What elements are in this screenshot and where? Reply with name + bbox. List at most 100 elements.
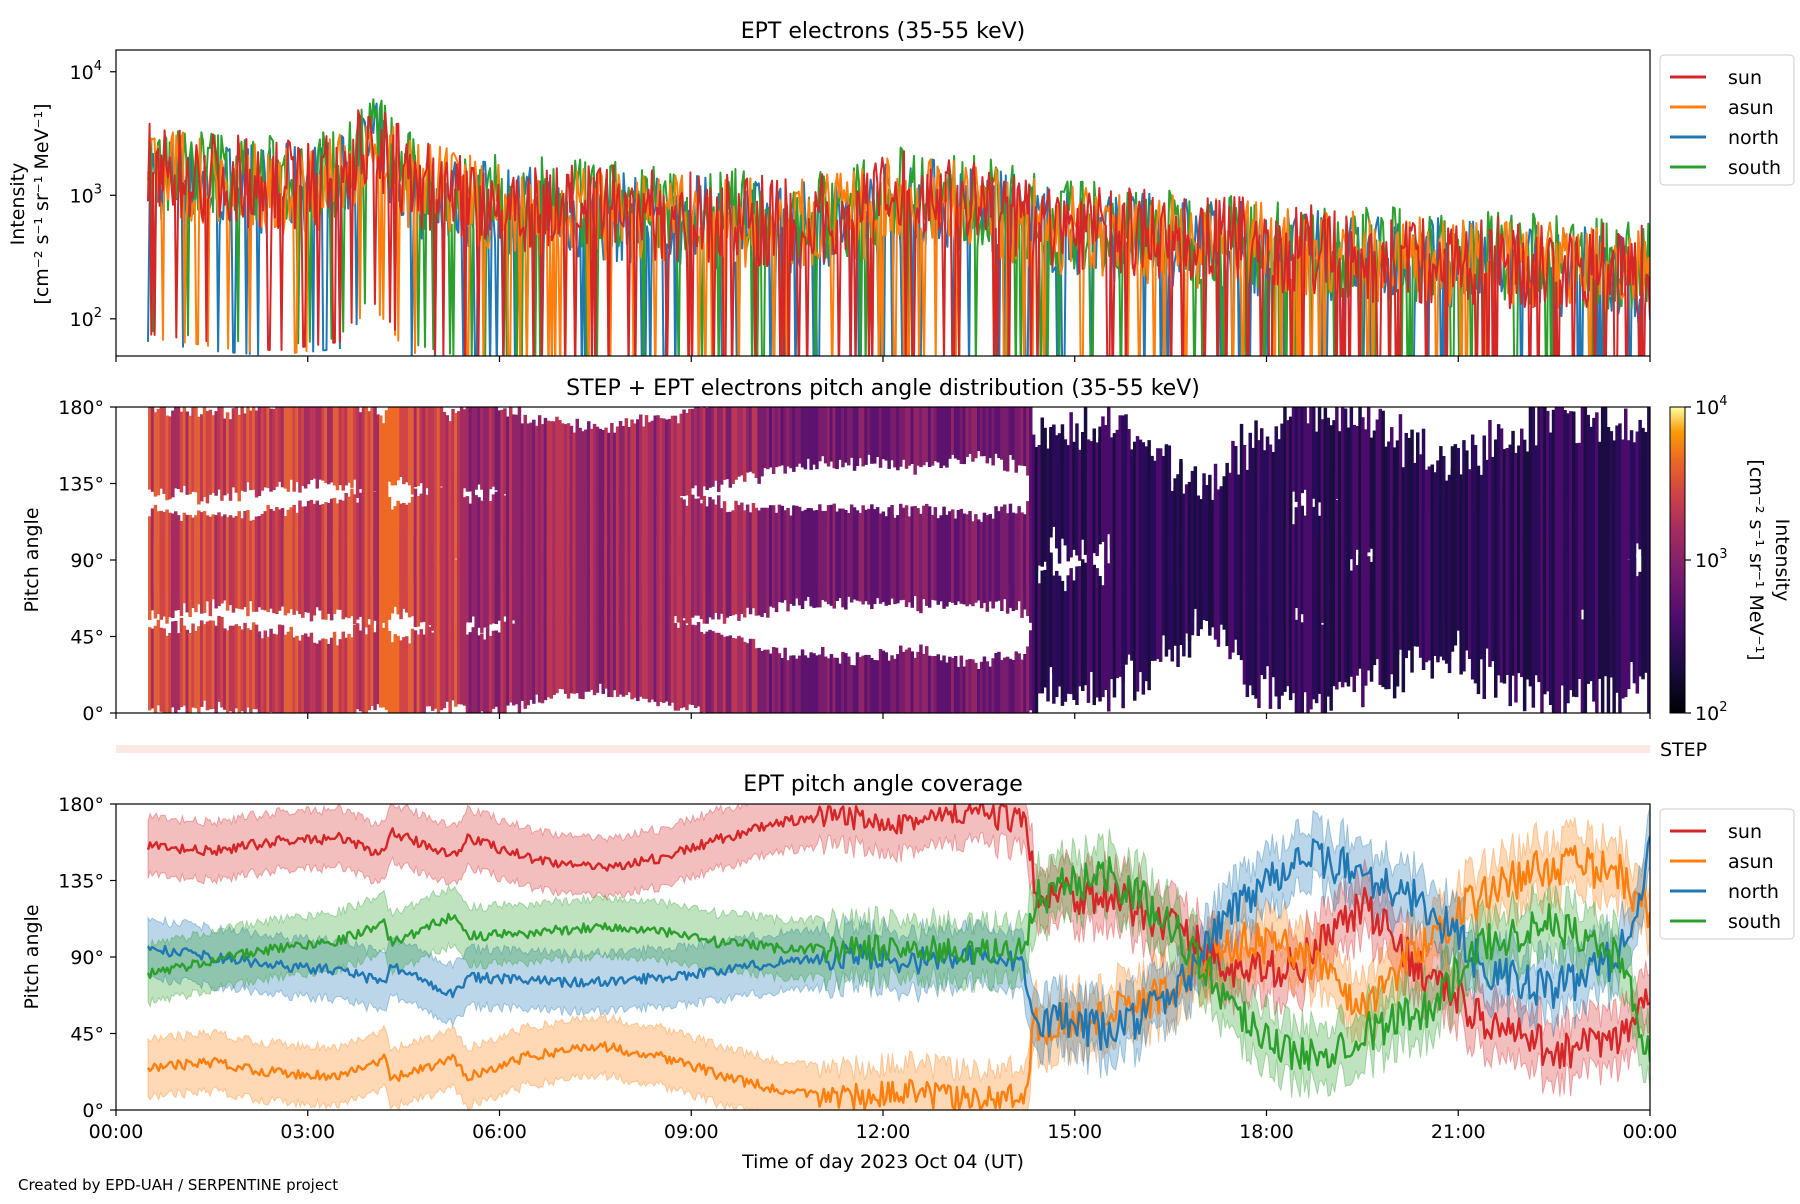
heat-cell <box>402 407 406 485</box>
heat-cell <box>630 547 634 633</box>
heat-cell <box>179 528 184 617</box>
heat-cell <box>445 543 449 635</box>
heat-cell <box>1427 559 1432 661</box>
heat-cell <box>780 505 784 589</box>
heat-cell <box>581 608 585 700</box>
heat-cell <box>936 407 940 463</box>
heat-cell <box>174 526 178 611</box>
heat-cell <box>705 631 709 713</box>
heat-cell <box>1531 407 1536 509</box>
heat-cell <box>922 407 926 466</box>
heat-cell <box>260 407 265 491</box>
heat-cell <box>1147 581 1151 691</box>
heat-cell <box>1023 407 1027 467</box>
heat-cell <box>301 407 305 486</box>
heat-cell <box>1546 410 1550 523</box>
heat-cell <box>459 623 464 705</box>
heat-cell <box>939 407 943 469</box>
heat-cell <box>610 541 614 626</box>
heat-cell <box>1615 590 1619 693</box>
heat-cell <box>670 415 675 499</box>
heat-cell <box>757 510 761 596</box>
heat-cell <box>1641 578 1645 680</box>
heat-cell <box>494 491 499 573</box>
heat-cell <box>520 423 525 510</box>
heat-cell <box>566 423 571 506</box>
heat-cell <box>627 614 631 693</box>
heat-cell <box>1107 407 1111 515</box>
heat-cell <box>615 535 620 625</box>
heat-cell <box>896 654 900 713</box>
heat-cell <box>373 407 377 492</box>
heat-cell <box>624 495 629 576</box>
heat-cell <box>913 407 917 475</box>
heat-cell <box>933 507 938 592</box>
heat-cell <box>1450 468 1455 573</box>
heat-cell <box>266 636 270 713</box>
heat-cell <box>930 656 935 713</box>
heat-cell <box>367 411 371 493</box>
heat-cell <box>555 416 559 501</box>
heat-cell <box>1329 425 1333 522</box>
heat-cell <box>962 407 966 465</box>
heat-cell <box>1589 570 1593 682</box>
heat-cell <box>1520 472 1524 571</box>
heat-cell <box>1572 519 1576 629</box>
heat-cell <box>1413 545 1417 647</box>
heat-cell <box>1104 425 1108 530</box>
heat-cell <box>951 658 955 713</box>
heat-cell <box>777 653 782 713</box>
heat-cell <box>312 503 317 596</box>
heat-cell <box>717 632 721 713</box>
heat-cell <box>607 545 611 628</box>
heat-cell <box>578 612 582 699</box>
heat-cell <box>835 407 839 470</box>
heat-cell <box>1398 541 1403 650</box>
heat-cell <box>260 513 265 595</box>
heat-cell <box>537 415 542 510</box>
heat-cell <box>497 410 501 501</box>
heat-cell <box>1387 441 1391 549</box>
heat-cell <box>358 492 363 574</box>
heat-cell <box>367 624 371 711</box>
heat-cell <box>757 407 761 484</box>
heat-cell <box>913 505 917 592</box>
heat-cell <box>1502 534 1507 649</box>
heat-cell <box>425 494 429 574</box>
heat-cell <box>283 407 288 489</box>
heat-cell <box>390 642 395 713</box>
heat-cell <box>561 423 565 509</box>
heat-cell <box>381 627 386 708</box>
step-strip: STEP <box>116 739 1707 761</box>
heat-cell <box>1577 462 1582 568</box>
heat-cell <box>1294 619 1299 713</box>
heat-cell <box>1317 595 1322 694</box>
heat-cell <box>506 493 510 584</box>
heat-cell <box>381 423 386 500</box>
heat-cell <box>327 407 331 485</box>
heat-cell <box>436 626 441 713</box>
heat-cell <box>329 407 334 483</box>
heat-cell <box>901 407 906 460</box>
heat-cell <box>433 547 438 630</box>
heat-cell <box>1323 621 1328 713</box>
y-tick-label: 104 <box>70 59 102 84</box>
heat-cell <box>1560 551 1564 656</box>
heat-cell <box>1294 407 1299 502</box>
heat-cell <box>1031 527 1036 631</box>
heat-cell <box>965 659 969 713</box>
heat-cell <box>428 546 432 626</box>
step-label: STEP <box>1660 739 1707 761</box>
heat-cell <box>997 651 1001 713</box>
heat-cell <box>1609 505 1614 610</box>
heat-cell <box>1251 447 1255 555</box>
heat-cell <box>870 504 874 590</box>
heat-cell <box>870 407 874 464</box>
heat-cell <box>679 413 683 496</box>
heat-cell <box>745 643 750 713</box>
heat-cell <box>1499 504 1504 610</box>
heat-cell <box>826 505 831 593</box>
heat-cell <box>878 649 883 713</box>
heat-cell <box>1118 415 1122 516</box>
heat-cell <box>977 407 981 452</box>
